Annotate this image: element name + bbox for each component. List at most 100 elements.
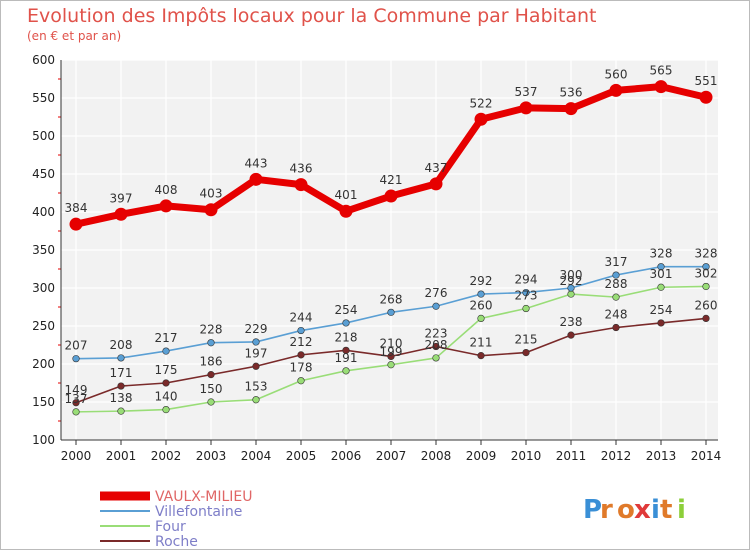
data-point [252,338,260,346]
y-tick-label: 200 [32,357,55,371]
data-label: 288 [605,277,628,291]
data-point [564,102,578,116]
data-point [567,290,575,298]
data-label: 328 [695,247,718,261]
data-point [114,207,128,221]
data-point [204,203,218,217]
data-point [567,284,575,292]
data-point [522,288,530,297]
data-point [117,354,125,362]
legend-entry: Villefontaine [155,504,242,520]
data-point [252,362,260,370]
data-point [207,339,215,347]
data-point [162,347,170,355]
data-point [252,396,260,404]
data-point [297,326,305,335]
data-label: 207 [65,339,88,353]
x-tick-label: 2008 [421,449,452,463]
data-label: 138 [110,391,133,405]
y-tick-label: 550 [32,91,55,105]
data-label: 421 [380,173,403,187]
x-tick-label: 2003 [196,449,227,463]
data-label: 408 [155,183,178,197]
data-label: 292 [470,274,493,288]
x-tick-label: 2001 [106,449,137,463]
chart-subtitle: (en € et par an) [27,29,121,43]
data-label: 210 [380,336,403,350]
data-point [342,367,350,375]
data-label: 191 [335,351,358,365]
y-tick-label: 600 [32,53,55,67]
data-label: 384 [65,201,88,215]
data-point [339,204,353,218]
data-label: 268 [380,292,403,306]
data-point [702,263,710,271]
data-point [384,189,398,203]
data-point [69,217,83,231]
logo-letter: o [617,495,635,525]
x-tick-label: 2006 [331,449,362,463]
data-point [654,80,668,94]
x-tick-label: 2013 [646,449,677,463]
data-label: 238 [560,315,583,329]
data-point [249,172,263,186]
y-tick-label: 300 [32,281,55,295]
data-point [567,331,575,339]
data-label: 292 [560,274,583,288]
chart-title: Evolution des Impôts locaux pour la Comm… [27,5,597,27]
data-point [699,90,713,104]
data-point [432,354,440,362]
data-label: 536 [560,86,583,100]
data-label: 537 [515,85,538,99]
data-label: 175 [155,363,178,377]
data-label: 437 [425,161,448,175]
data-label: 328 [650,247,673,261]
data-label: 551 [695,74,718,88]
data-point [522,304,530,313]
data-label: 186 [200,355,223,369]
data-point [387,352,395,361]
data-label: 197 [245,346,268,360]
y-tick-label: 250 [32,319,55,333]
data-point [519,101,533,115]
data-point [72,408,80,416]
data-label: 560 [605,67,628,81]
data-point [429,177,443,191]
data-point [117,382,125,390]
data-label: 208 [110,338,133,352]
data-point [702,314,710,323]
proxiti-logo: Pr o x i t i [583,495,686,525]
x-tick-label: 2012 [601,449,632,463]
y-tick-label: 350 [32,243,55,257]
data-label: 199 [380,345,403,359]
data-label: 244 [290,311,313,325]
data-point [294,178,308,192]
x-tick-label: 2004 [241,449,272,463]
data-label: 150 [200,382,223,396]
data-label: 276 [425,286,448,300]
data-label: 397 [110,191,133,205]
data-label: 229 [245,322,268,336]
data-label: 273 [515,289,538,303]
logo-letter: i [677,495,686,525]
data-point [387,361,395,369]
data-label: 137 [65,392,88,406]
data-label: 403 [200,187,223,201]
data-label: 153 [245,380,268,394]
data-label: 171 [110,366,133,380]
data-label: 401 [335,188,358,202]
data-label: 522 [470,96,493,110]
data-point [207,398,215,406]
data-point [297,351,305,359]
logo-letter: t [660,495,672,525]
y-tick-label: 100 [32,433,55,447]
legend-entry: VAULX-MILIEU [155,489,252,505]
data-label: 212 [290,335,313,349]
x-tick-label: 2009 [466,449,497,463]
data-point [657,319,665,327]
x-tick-label: 2007 [376,449,407,463]
data-label: 211 [470,336,493,350]
logo-letter: x [634,495,651,525]
data-label: 260 [695,298,718,312]
